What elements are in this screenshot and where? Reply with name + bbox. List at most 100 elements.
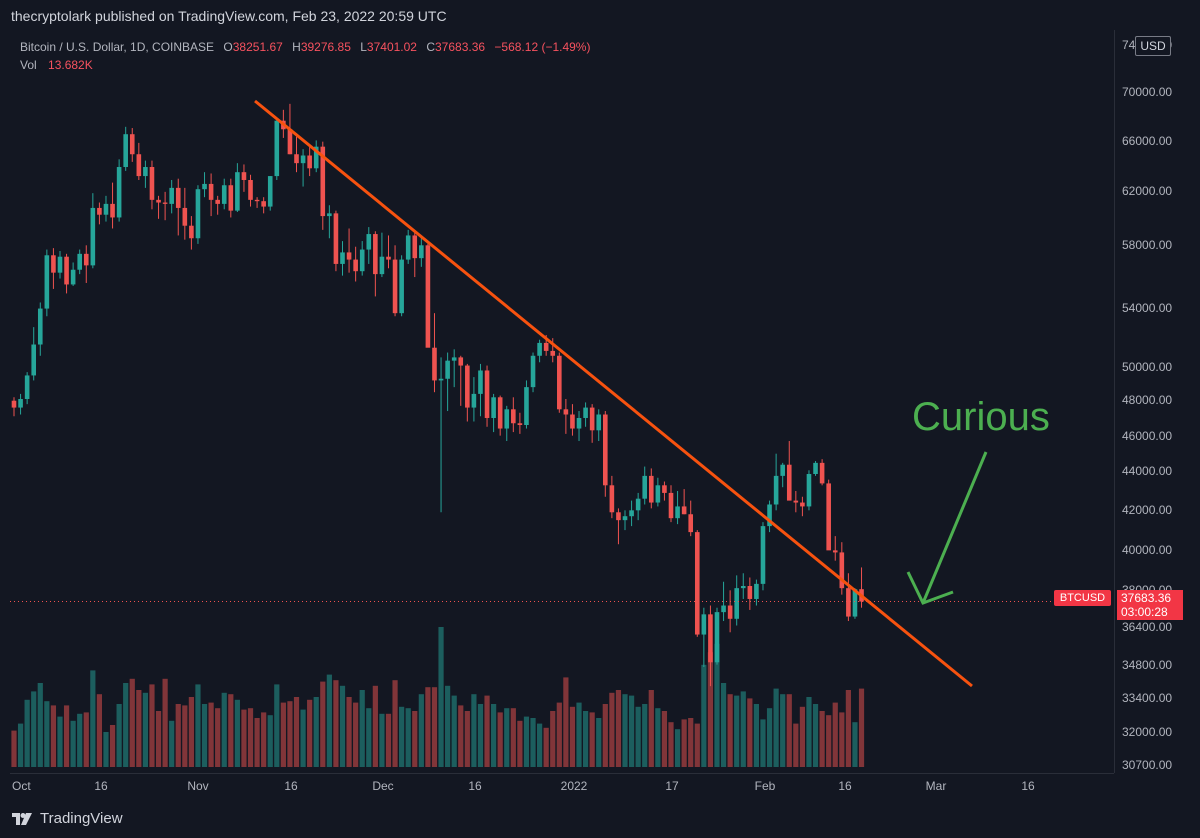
candle (793, 491, 799, 513)
candle (583, 402, 588, 427)
candle-body (701, 614, 707, 635)
candle (37, 302, 43, 356)
candle-body (648, 475, 654, 503)
candle-body (740, 586, 746, 589)
volume-bar (760, 719, 766, 767)
candle-body (694, 532, 700, 635)
candle-body (274, 120, 280, 177)
candle (156, 195, 161, 219)
tradingview-brand[interactable]: TradingView (12, 810, 123, 827)
volume-bar (267, 715, 273, 767)
candle-body (484, 370, 490, 418)
volume-bar (707, 652, 714, 767)
candle (129, 128, 135, 162)
volume-bar (307, 699, 313, 767)
volume-bar (780, 694, 786, 767)
volume-bar (530, 718, 536, 767)
candle-body (327, 213, 332, 217)
legend-high-key: H (292, 40, 301, 54)
legend-open-key: O (223, 40, 233, 54)
candle (136, 142, 142, 180)
volume-bar (806, 697, 812, 767)
candle (215, 195, 220, 215)
legend-high: 39276.85 (300, 40, 351, 54)
trendline[interactable] (254, 99, 973, 688)
candle (64, 253, 69, 294)
candle-body (202, 183, 207, 190)
legend-volume-row: Vol 13.682K (20, 56, 590, 74)
volume-bar (90, 670, 96, 767)
annotation-arrow (906, 451, 988, 605)
candle-body (655, 485, 661, 503)
candle (603, 411, 608, 497)
volume-bar (254, 718, 260, 767)
candle-body (182, 207, 188, 226)
volume-bar (320, 681, 326, 767)
last-price-value: 37683.36 (1121, 591, 1172, 605)
volume-bar (70, 720, 76, 767)
volume-bar (425, 687, 431, 767)
volume-bar (142, 692, 148, 767)
volume-bar (77, 713, 83, 767)
price-axis[interactable]: 74000.0070000.0066000.0062000.0058000.00… (1122, 38, 1172, 772)
volume-bar (149, 684, 155, 767)
candle (438, 357, 444, 513)
volume-bar (471, 694, 477, 767)
candle-body (478, 370, 483, 394)
volume-bar (136, 690, 142, 767)
price-axis-label: 50000.00 (1122, 360, 1172, 374)
volume-bar (596, 718, 602, 767)
volume-bar (405, 708, 411, 767)
price-axis-label: 33400.00 (1122, 691, 1172, 705)
candle-body (419, 245, 424, 259)
volume-bar (523, 716, 530, 767)
candle-body (438, 378, 444, 381)
volume-bar (812, 704, 819, 767)
candle-body (359, 249, 365, 272)
candle (31, 327, 37, 381)
volume-bar (438, 627, 444, 767)
candle (511, 397, 516, 433)
candle (70, 262, 76, 286)
volume-bar (635, 706, 641, 767)
candle-body (813, 462, 818, 475)
volume-bar (510, 708, 516, 767)
volume-bar (661, 711, 668, 767)
candle-body (116, 167, 122, 218)
candle-body (18, 398, 23, 408)
candle (83, 245, 89, 283)
legend-vol-value: 13.682K (48, 58, 93, 72)
candle (189, 216, 194, 250)
volume-bar (109, 725, 116, 767)
volume-bar (326, 674, 332, 767)
candle (44, 249, 50, 317)
candle-body (786, 464, 792, 501)
candle-body (37, 308, 43, 345)
candle (261, 197, 266, 214)
volume-bar (642, 704, 648, 767)
volume-bar (129, 678, 135, 767)
candle (445, 352, 450, 412)
candle (208, 173, 214, 217)
price-axis-label: 62000.00 (1122, 184, 1172, 198)
candle (90, 193, 96, 269)
candle-body (313, 146, 319, 169)
volume-bar (261, 712, 267, 767)
candle-body (83, 253, 89, 266)
candle-body (221, 185, 227, 204)
candle (832, 536, 838, 561)
candle-body (11, 400, 17, 408)
time-axis[interactable]: Oct 16 Nov 16 Dec 16 2022 17 Feb 16 Mar 16 (12, 779, 1035, 793)
volume-bar (17, 723, 24, 767)
volume-bar (858, 688, 865, 767)
volume-bar (622, 694, 628, 767)
candle (451, 349, 457, 388)
candle-body (754, 583, 759, 599)
currency-button[interactable]: USD (1135, 36, 1171, 56)
legend-close-key: C (426, 40, 435, 54)
candle-body (445, 360, 450, 379)
candle-body (563, 409, 569, 415)
candle-body (511, 409, 516, 424)
time-axis-label: Nov (187, 779, 208, 793)
